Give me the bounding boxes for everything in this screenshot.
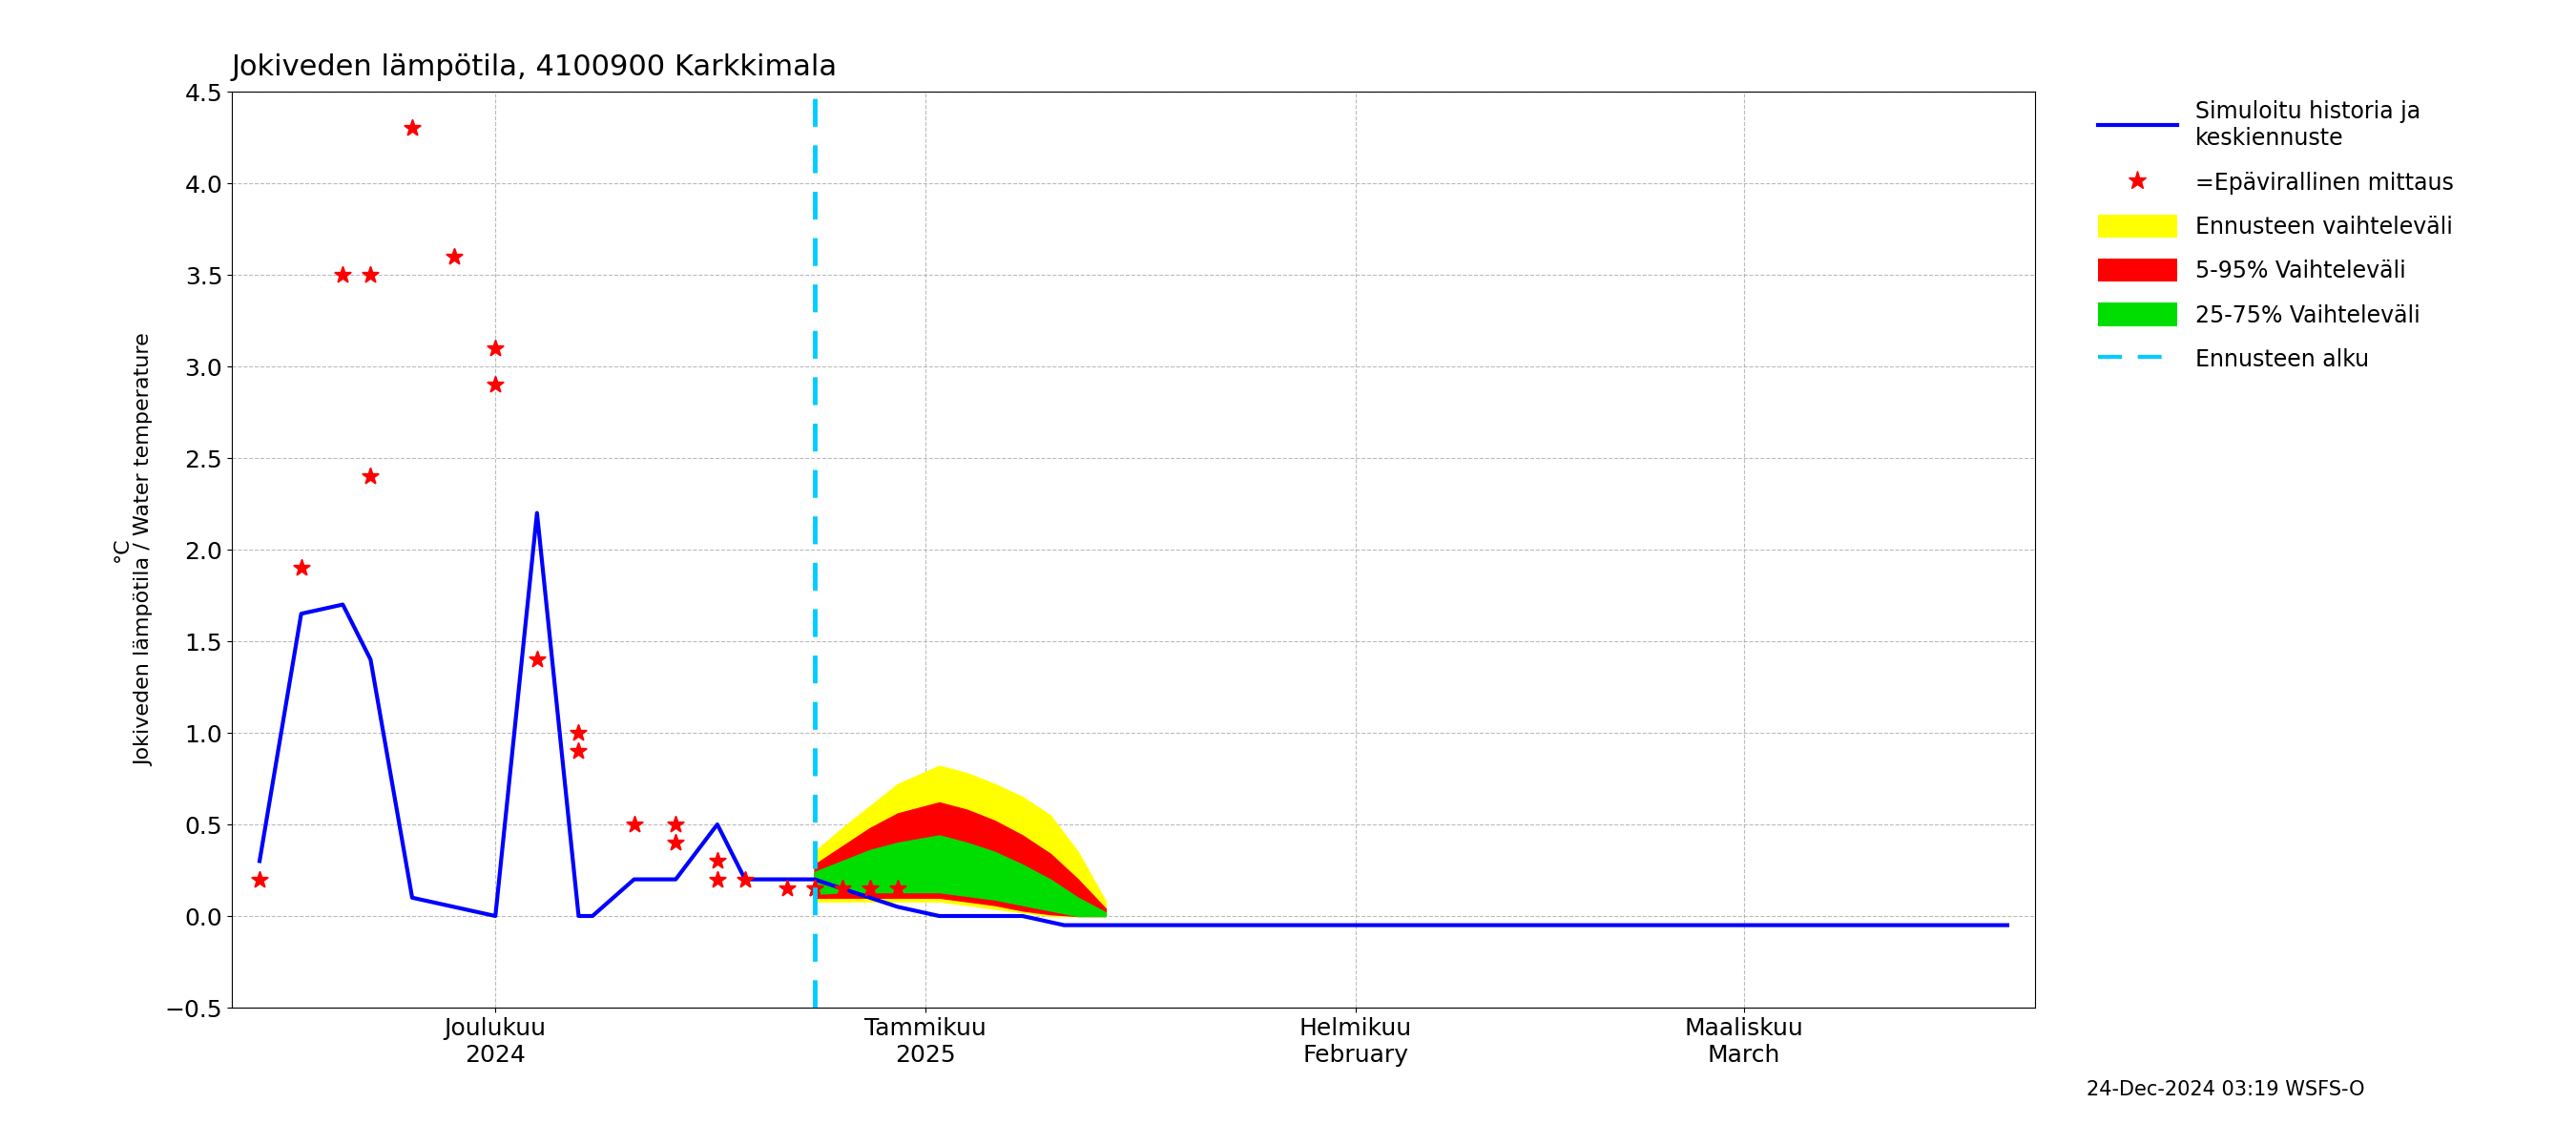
Point bbox=[822, 879, 863, 898]
Text: 24-Dec-2024 03:19 WSFS-O: 24-Dec-2024 03:19 WSFS-O bbox=[2087, 1080, 2365, 1099]
Point bbox=[433, 247, 474, 266]
Point bbox=[392, 119, 433, 137]
Point bbox=[559, 724, 600, 742]
Point bbox=[515, 650, 556, 669]
Point bbox=[350, 467, 392, 485]
Point bbox=[654, 815, 696, 834]
Point bbox=[281, 559, 322, 577]
Text: Jokiveden lämpötila, 4100900 Karkkimala: Jokiveden lämpötila, 4100900 Karkkimala bbox=[232, 54, 837, 81]
Point bbox=[696, 870, 737, 889]
Point bbox=[850, 879, 891, 898]
Point bbox=[724, 870, 765, 889]
Y-axis label: °C
Jokiveden lämpötila / Water temperature: °C Jokiveden lämpötila / Water temperatu… bbox=[113, 333, 155, 766]
Point bbox=[322, 266, 363, 284]
Point bbox=[350, 266, 392, 284]
Legend: Simuloitu historia ja
keskiennuste, =Epävirallinen mittaus, Ennusteen vaihtelevä: Simuloitu historia ja keskiennuste, =Epä… bbox=[2089, 92, 2463, 380]
Point bbox=[654, 834, 696, 852]
Point bbox=[876, 879, 917, 898]
Point bbox=[793, 879, 835, 898]
Point bbox=[240, 870, 281, 889]
Point bbox=[696, 852, 737, 870]
Point bbox=[474, 376, 515, 394]
Point bbox=[793, 879, 835, 898]
Point bbox=[765, 879, 806, 898]
Point bbox=[474, 339, 515, 357]
Point bbox=[559, 742, 600, 760]
Point bbox=[613, 815, 654, 834]
